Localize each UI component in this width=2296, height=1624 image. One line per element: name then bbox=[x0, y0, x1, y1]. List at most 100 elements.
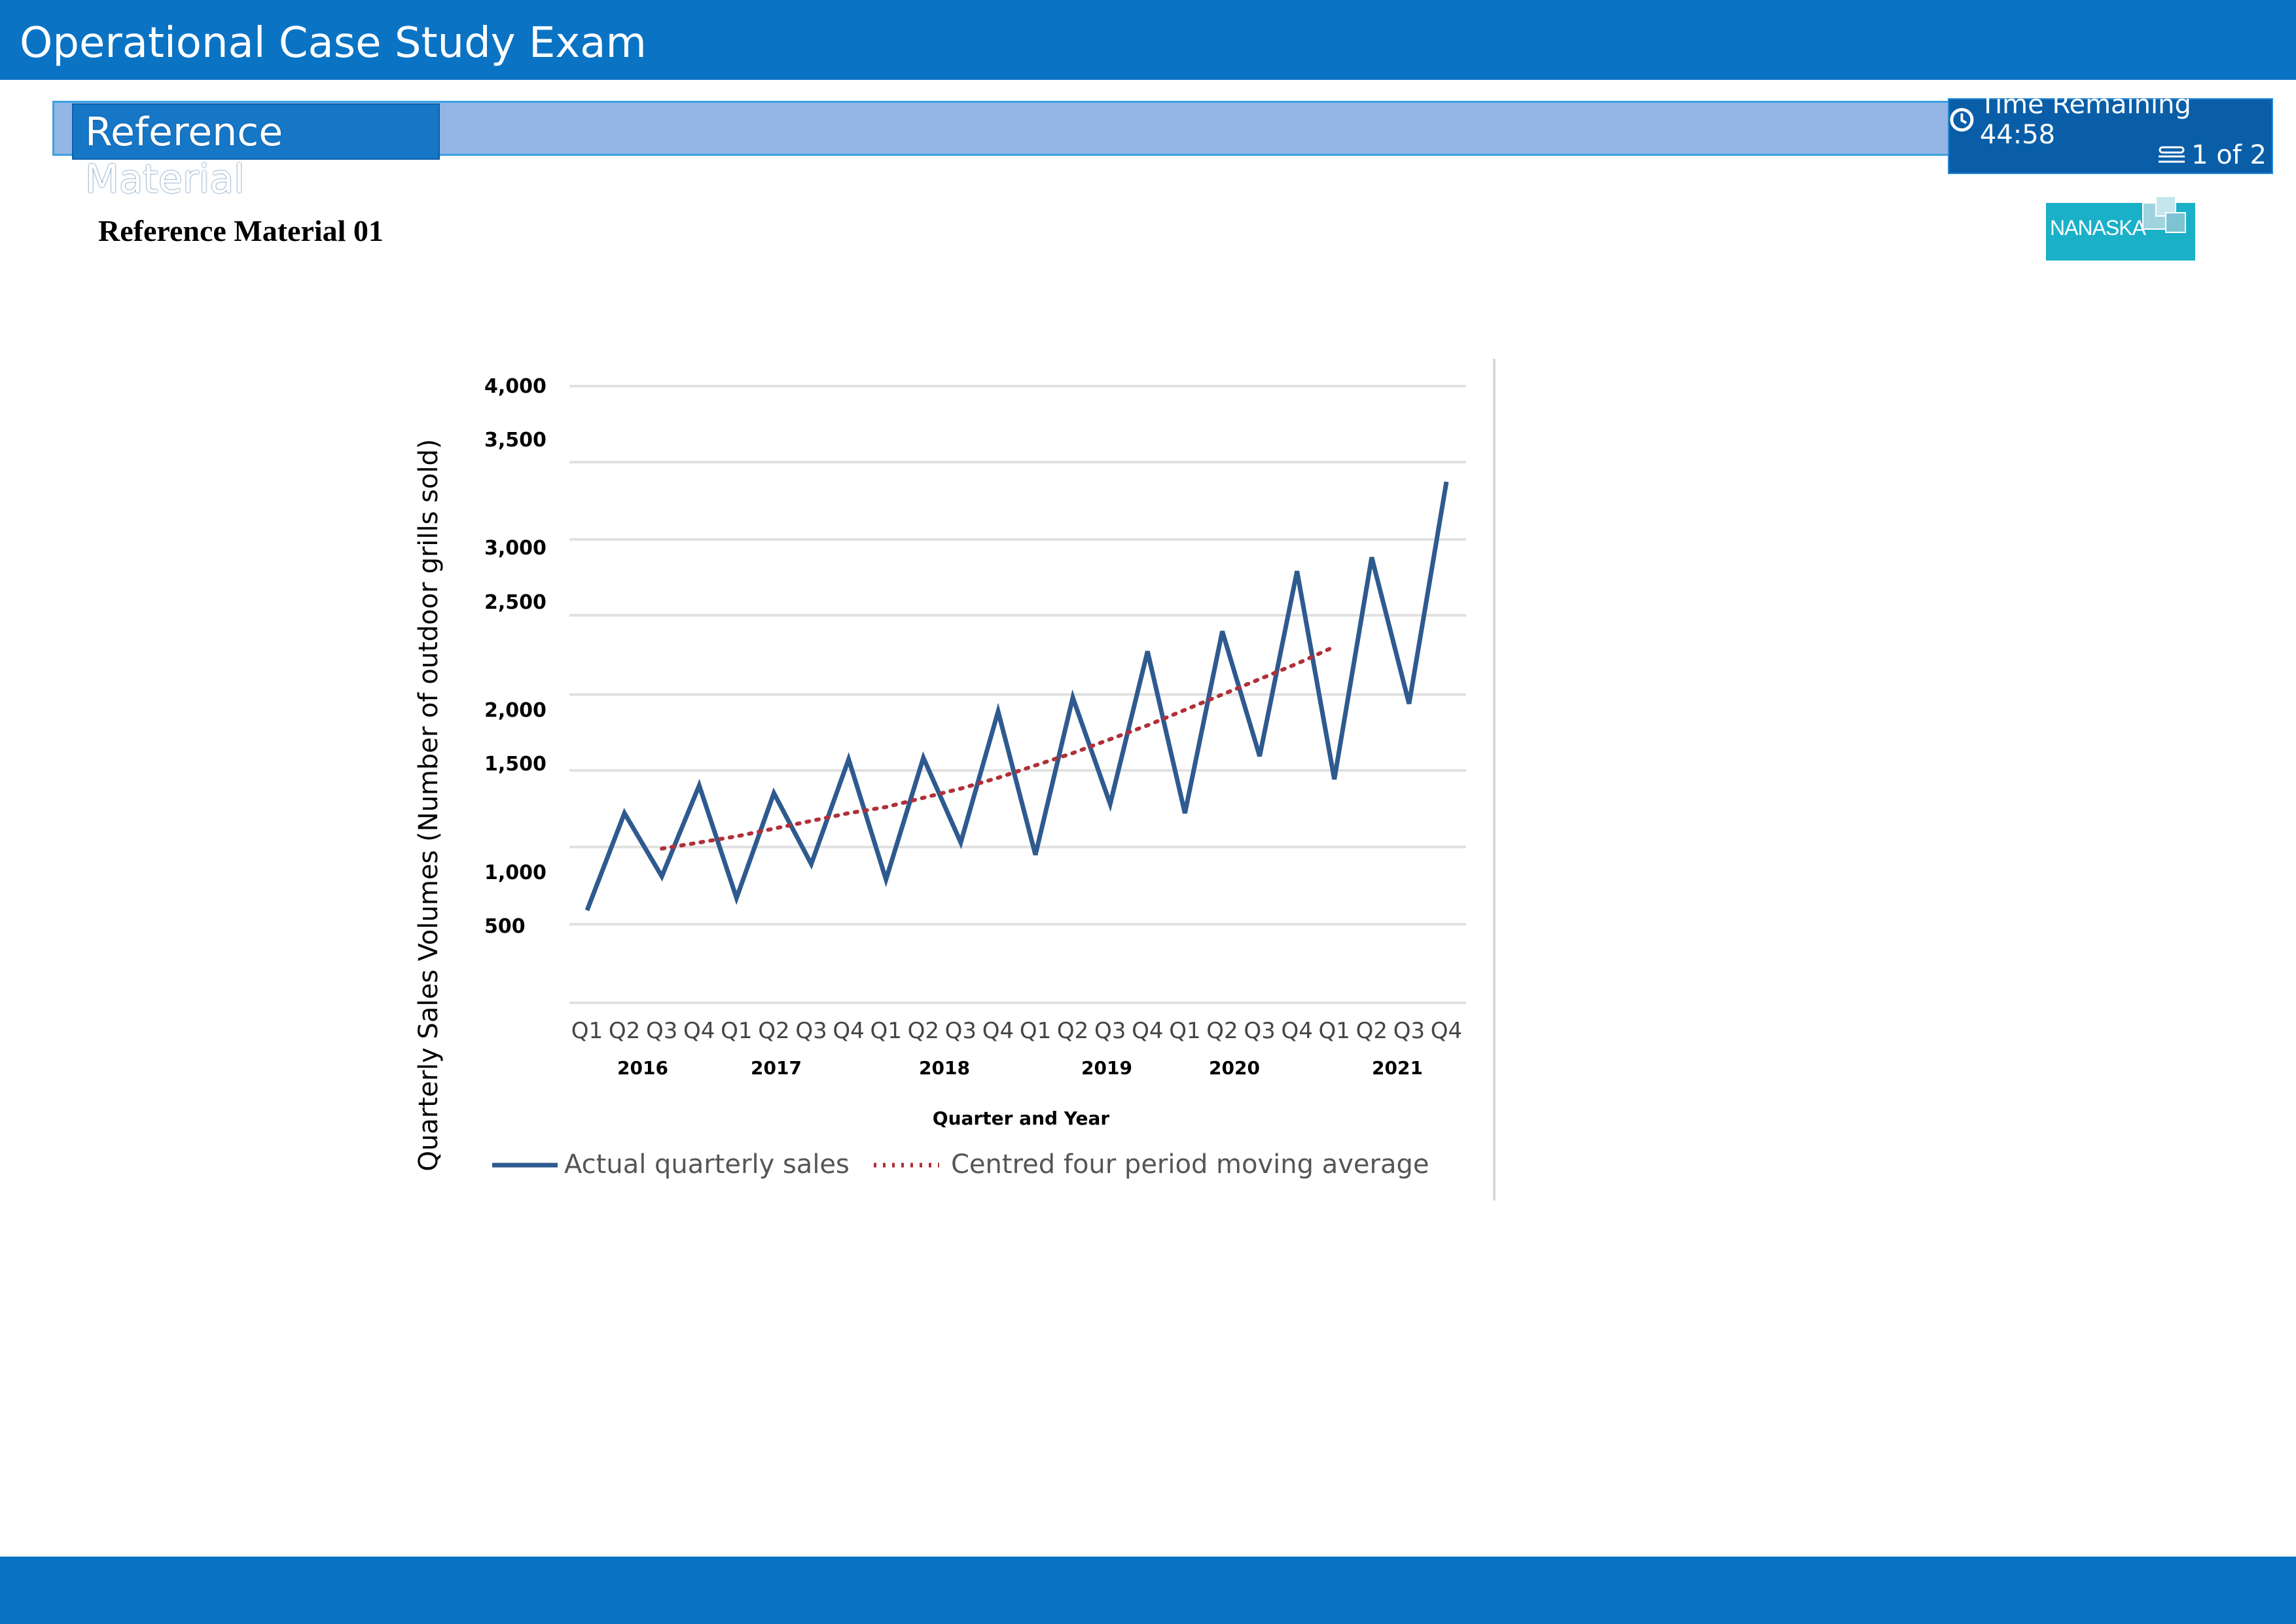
actual-sales-point bbox=[1296, 570, 1298, 572]
actual-sales-point bbox=[1147, 651, 1149, 653]
x-tick-label: Q2 bbox=[908, 1018, 939, 1044]
moving-average-point bbox=[1333, 645, 1335, 647]
moving-average-point bbox=[698, 842, 700, 844]
moving-average-point bbox=[736, 835, 738, 837]
y-tick-label: 1,000 bbox=[484, 861, 547, 884]
year-label: 2018 bbox=[919, 1057, 970, 1079]
moving-average-point bbox=[1109, 738, 1111, 740]
year-label: 2016 bbox=[617, 1057, 668, 1079]
clock-icon bbox=[1950, 108, 1974, 132]
moving-average-line bbox=[660, 645, 1336, 851]
moving-average-point bbox=[661, 848, 663, 850]
actual-sales-point bbox=[586, 909, 588, 911]
logo-text: NANASKA bbox=[2050, 216, 2146, 240]
x-tick-label: Q2 bbox=[1356, 1018, 1388, 1044]
moving-average-point bbox=[810, 820, 812, 822]
y-tick-label: 2,500 bbox=[484, 591, 547, 614]
x-tick-label: Q4 bbox=[1132, 1018, 1163, 1044]
moving-average-point bbox=[1259, 678, 1261, 680]
moving-average-point bbox=[997, 777, 999, 779]
actual-sales-point bbox=[1109, 803, 1111, 805]
x-axis-label: Quarter and Year bbox=[933, 1108, 1110, 1129]
actual-sales-point bbox=[1371, 556, 1372, 558]
year-label: 2017 bbox=[751, 1057, 802, 1079]
x-tick-label: Q3 bbox=[646, 1018, 677, 1044]
actual-sales-point bbox=[1035, 854, 1037, 856]
x-tick-label: Q1 bbox=[1319, 1018, 1350, 1044]
x-tick-label: Q3 bbox=[1094, 1018, 1126, 1044]
actual-sales-point bbox=[736, 897, 738, 899]
x-tick-label: Q1 bbox=[870, 1018, 901, 1044]
x-tick-label: Q4 bbox=[982, 1018, 1014, 1044]
x-tick-label: Q1 bbox=[1020, 1018, 1051, 1044]
x-tick-label: Q4 bbox=[1431, 1018, 1462, 1044]
y-tick-label: 4,000 bbox=[484, 375, 547, 398]
x-tick-label: Q3 bbox=[795, 1018, 827, 1044]
moving-average-point bbox=[848, 812, 850, 814]
moving-average-point bbox=[1072, 752, 1074, 754]
actual-sales-point bbox=[960, 842, 961, 844]
moving-average-point bbox=[1035, 765, 1037, 767]
section-tab: Reference Material bbox=[72, 103, 440, 202]
timer-panel: Time Remaining 44:58 1 of 2 bbox=[1948, 90, 2273, 174]
x-tick-label: Q1 bbox=[721, 1018, 752, 1044]
y-tick-label: 3,500 bbox=[484, 429, 547, 452]
app-title: Operational Case Study Exam bbox=[20, 19, 647, 67]
moving-average-point bbox=[1147, 725, 1149, 727]
x-tick-label: Q2 bbox=[1206, 1018, 1238, 1044]
x-tick-label: Q3 bbox=[1393, 1018, 1425, 1044]
x-tick-label: Q1 bbox=[1169, 1018, 1200, 1044]
moving-average-point bbox=[885, 806, 887, 808]
year-label: 2021 bbox=[1372, 1057, 1423, 1079]
bottom-footer-bar bbox=[0, 1557, 2296, 1624]
actual-sales-point bbox=[1408, 703, 1410, 705]
legend-actual-label: Actual quarterly sales bbox=[564, 1149, 850, 1180]
actual-sales-point bbox=[773, 792, 775, 794]
moving-average-point bbox=[960, 787, 961, 789]
moving-average-point bbox=[1296, 662, 1298, 664]
x-tick-label: Q2 bbox=[758, 1018, 789, 1044]
document-heading: Reference Material 01 bbox=[98, 214, 384, 247]
x-tick-label: Q3 bbox=[945, 1018, 977, 1044]
actual-sales-point bbox=[1184, 812, 1186, 814]
time-remaining: Time Remaining 44:58 bbox=[1949, 90, 2267, 150]
y-tick-label: 2,000 bbox=[484, 699, 547, 722]
y-tick-label: 1,500 bbox=[484, 753, 547, 776]
x-tick-label: Q1 bbox=[571, 1018, 603, 1044]
actual-sales-point bbox=[624, 812, 626, 814]
actual-sales-point bbox=[1446, 481, 1448, 483]
actual-sales-point bbox=[922, 757, 924, 759]
actual-sales-point bbox=[1259, 755, 1261, 757]
top-header-bar: Operational Case Study Exam bbox=[0, 0, 2296, 80]
actual-sales-point bbox=[1333, 778, 1335, 780]
actual-sales-point bbox=[1221, 630, 1223, 632]
section-title: Reference Material bbox=[85, 109, 283, 202]
moving-average-point bbox=[1184, 709, 1186, 711]
actual-sales-point bbox=[810, 863, 812, 865]
actual-sales-line bbox=[584, 481, 1449, 911]
x-tick-label: Q4 bbox=[1281, 1018, 1312, 1044]
pages-icon bbox=[2159, 146, 2185, 163]
y-tick-label: 500 bbox=[484, 915, 526, 938]
x-tick-label: Q4 bbox=[833, 1018, 864, 1044]
x-tick-label: Q4 bbox=[683, 1018, 715, 1044]
time-remaining-label: Time Remaining 44:58 bbox=[1979, 90, 2191, 150]
x-tick-label: Q2 bbox=[609, 1018, 640, 1044]
chart-legend: Actual quarterly sales Centred four peri… bbox=[492, 1149, 1429, 1180]
y-axis-label: Quarterly Sales Volumes (Number of outdo… bbox=[414, 439, 444, 1172]
x-tick-label: Q2 bbox=[1057, 1018, 1088, 1044]
actual-sales-point bbox=[698, 784, 700, 786]
moving-average-point bbox=[922, 797, 924, 799]
page-indicator[interactable]: 1 of 2 bbox=[2157, 137, 2267, 173]
page-indicator-label: 1 of 2 bbox=[2191, 140, 2267, 170]
actual-sales-point bbox=[885, 878, 887, 880]
year-label: 2020 bbox=[1209, 1057, 1260, 1079]
actual-sales-point bbox=[1072, 696, 1074, 698]
year-label: 2019 bbox=[1081, 1057, 1132, 1079]
actual-sales-point bbox=[661, 875, 663, 877]
y-tick-label: 3,000 bbox=[484, 537, 547, 560]
legend-moving-average-label: Centred four period moving average bbox=[951, 1149, 1429, 1180]
logo-cube-icon bbox=[2142, 196, 2186, 233]
moving-average-point bbox=[773, 827, 775, 829]
